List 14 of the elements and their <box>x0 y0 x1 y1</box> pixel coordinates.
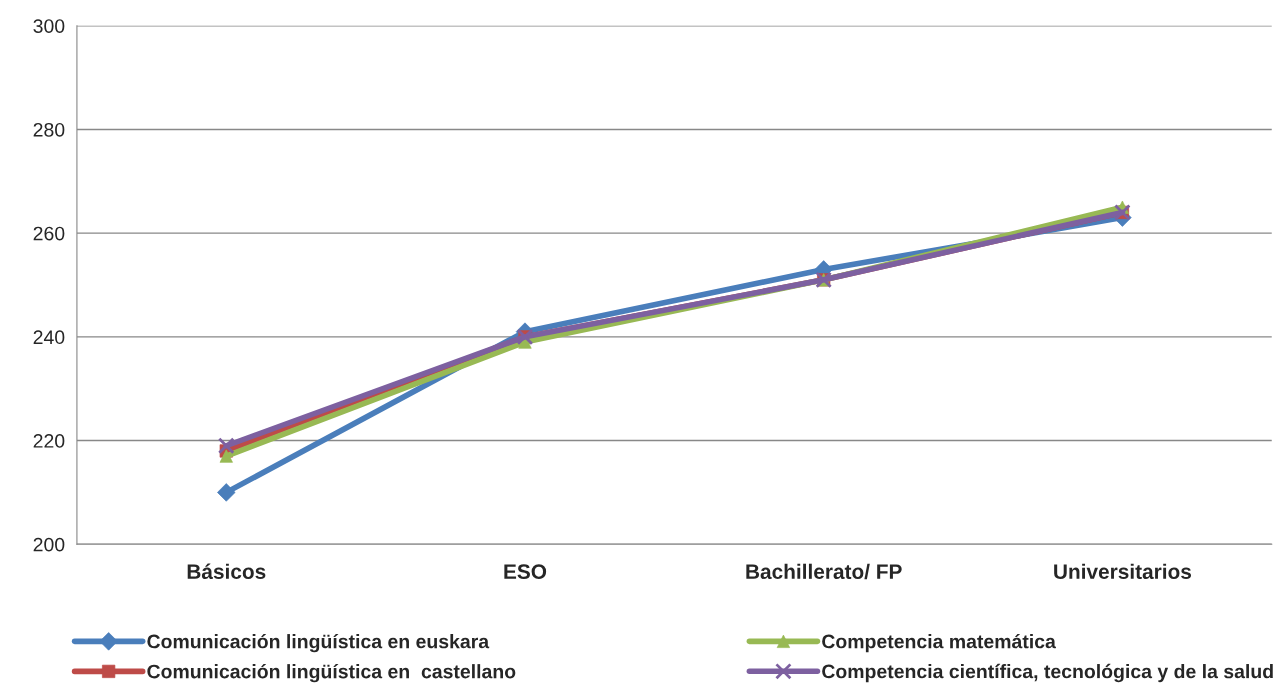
y-tick-label: 220 <box>33 434 65 448</box>
y-tick-label: 300 <box>33 19 65 33</box>
x-tick-label: Universitarios <box>1054 563 1192 580</box>
legend-label: Comunicación lingüística en euskara <box>147 633 490 653</box>
y-tick-label: 240 <box>33 330 65 345</box>
x-tick-label: Básicos <box>187 563 266 580</box>
x-tick-label: ESO <box>504 564 547 580</box>
x-tick-label: Bachillerato/ FP <box>746 563 902 580</box>
y-tick-label: 200 <box>33 537 65 552</box>
legend-label: Competencia matemática <box>822 633 1056 653</box>
legend-label: Competencia científica, tecnológica y de la salud <box>822 663 1273 683</box>
y-tick-label: 280 <box>33 122 65 137</box>
y-tick-label: 260 <box>33 226 65 241</box>
legend-label: Comunicación lingüística en castellano <box>147 663 516 683</box>
